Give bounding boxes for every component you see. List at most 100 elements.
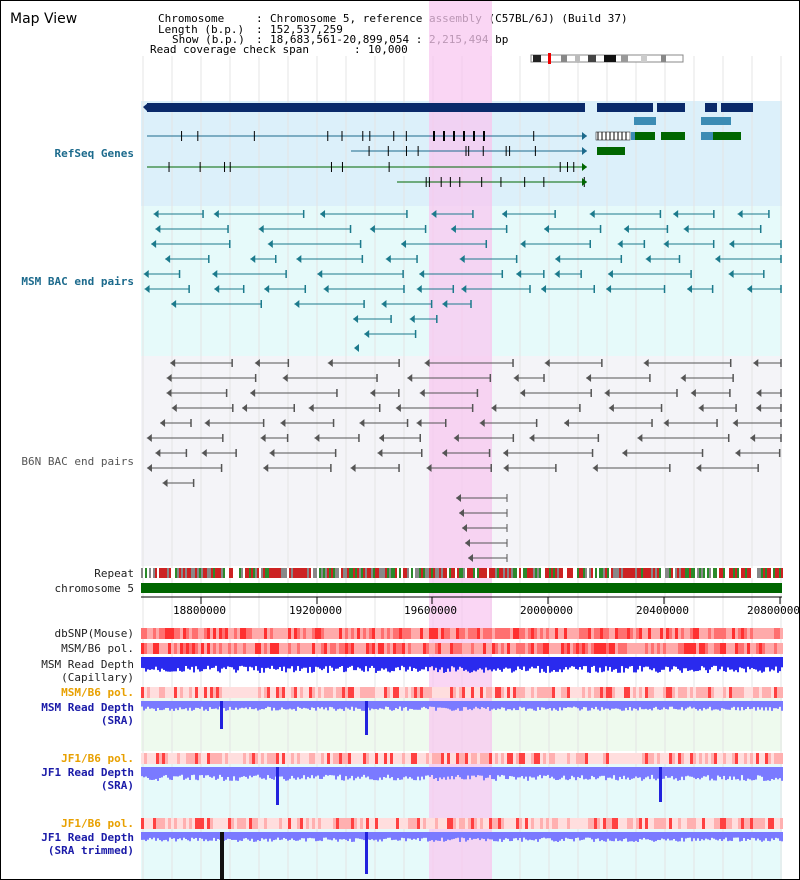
read-depth-bar (205, 767, 207, 776)
repeat-element (399, 568, 401, 578)
repeat-element (231, 568, 233, 578)
heat-strip-cell (546, 628, 549, 639)
heat-strip-cell (567, 687, 570, 698)
read-depth-bar (273, 701, 275, 708)
read-depth-bar (225, 767, 227, 780)
read-depth-bar (421, 767, 423, 777)
track-label-msm-bac[interactable]: MSM BAC end pairs (21, 275, 134, 288)
read-depth-bar (351, 701, 353, 707)
heat-strip-cell (393, 818, 396, 829)
heat-strip-cell (228, 818, 231, 829)
track-label-jf1-b6-pol-2[interactable]: JF1/B6 pol. (61, 817, 134, 830)
heat-strip-cell (507, 628, 510, 639)
read-depth-bar (633, 767, 635, 779)
repeat-element (427, 568, 429, 578)
repeat-element (305, 568, 307, 578)
read-depth-bar (177, 767, 179, 777)
read-depth-bar (555, 767, 557, 781)
read-depth-bar (283, 832, 285, 838)
heat-strip-cell (384, 628, 387, 639)
read-depth-bar (547, 767, 549, 775)
read-depth-bar (665, 701, 667, 709)
heat-strip-cell (429, 818, 432, 829)
read-depth-bar (697, 657, 699, 671)
repeat-element (753, 568, 755, 578)
heat-strip-cell (336, 818, 339, 829)
read-depth-bar (657, 832, 659, 840)
heat-strip-cell (330, 628, 333, 639)
track-label-dbsnp[interactable]: dbSNP(Mouse) (54, 627, 134, 640)
read-depth-bar (639, 657, 641, 666)
read-depth-bar (741, 701, 743, 708)
track-label-refseq[interactable]: RefSeq Genes (54, 147, 134, 160)
heat-strip-cell (339, 753, 342, 764)
heat-strip-cell (207, 687, 210, 698)
heat-strip-cell (237, 753, 240, 764)
repeat-element (745, 568, 747, 578)
read-depth-bar (547, 701, 549, 709)
heat-strip-cell (588, 687, 591, 698)
read-depth-bar (413, 657, 415, 668)
heat-strip-cell (483, 643, 486, 654)
read-depth-bar (171, 832, 173, 839)
repeat-element (471, 568, 473, 578)
read-depth-bar (505, 701, 507, 711)
heat-strip-cell (231, 628, 234, 639)
read-depth-bar (317, 657, 319, 668)
read-depth-bar (185, 832, 187, 840)
read-depth-bar (145, 701, 147, 709)
track-label-msm-depth-cap[interactable]: MSM Read Depth (41, 658, 134, 671)
heat-strip-cell (549, 628, 552, 639)
heat-strip-cell (705, 818, 708, 829)
heat-strip-cell (495, 753, 498, 764)
heat-strip-cell (726, 687, 729, 698)
read-depth-bar (641, 657, 643, 672)
read-depth-bar (523, 657, 525, 667)
track-label-msm-b6-pol-1[interactable]: MSM/B6 pol. (61, 642, 134, 655)
heat-strip-cell (348, 643, 351, 654)
repeat-element (163, 568, 165, 578)
heat-strip-cell (285, 753, 288, 764)
read-depth-bar (377, 657, 379, 671)
read-depth-bar (681, 832, 683, 838)
track-label-msm-depth-sra[interactable]: MSM Read Depth (41, 701, 134, 714)
repeat-element (499, 568, 501, 578)
heat-strip-cell (639, 687, 642, 698)
b6n-bac-pair-end (756, 404, 762, 412)
track-label-repeat[interactable]: Repeat (94, 567, 134, 580)
heat-strip-cell (450, 687, 453, 698)
heat-strip-cell (753, 628, 756, 639)
heat-strip-cell (426, 643, 429, 654)
track-label-jf1-depth-sra[interactable]: JF1 Read Depth (41, 766, 134, 779)
read-depth-bar (471, 832, 473, 840)
read-depth-bar (425, 701, 427, 709)
length-label: Length (b.p.) (158, 23, 245, 36)
heat-strip-cell (576, 818, 579, 829)
track-label-b6n-bac[interactable]: B6N BAC end pairs (21, 455, 134, 468)
heat-strip-cell (273, 687, 276, 698)
heat-strip-cell (438, 818, 441, 829)
repeat-element (237, 568, 239, 578)
heat-strip-cell (780, 753, 783, 764)
read-depth-bar (205, 701, 207, 710)
b6n-bac-pair-end (698, 404, 704, 412)
track-label-msm-b6-pol-2[interactable]: MSM/B6 pol. (61, 686, 134, 699)
heat-strip-cell (477, 753, 480, 764)
track-label-jf1-b6-pol-1[interactable]: JF1/B6 pol. (61, 752, 134, 765)
read-depth-bar (345, 832, 347, 840)
read-depth-bar (269, 657, 271, 669)
read-depth-bar (333, 657, 335, 671)
track-label-chromosome[interactable]: chromosome 5 (54, 582, 134, 595)
heat-strip-cell (633, 753, 636, 764)
heat-strip-cell (519, 818, 522, 829)
read-depth-bar (225, 701, 227, 711)
read-depth-bar (145, 657, 147, 672)
track-label-jf1-depth-trim[interactable]: JF1 Read Depth (41, 831, 134, 844)
read-depth-bar (737, 657, 739, 673)
read-depth-bar (333, 767, 335, 776)
selected-region-highlight (429, 1, 492, 879)
read-depth-bar (141, 767, 143, 777)
heat-strip-cell (171, 818, 174, 829)
repeat-element (193, 568, 195, 578)
